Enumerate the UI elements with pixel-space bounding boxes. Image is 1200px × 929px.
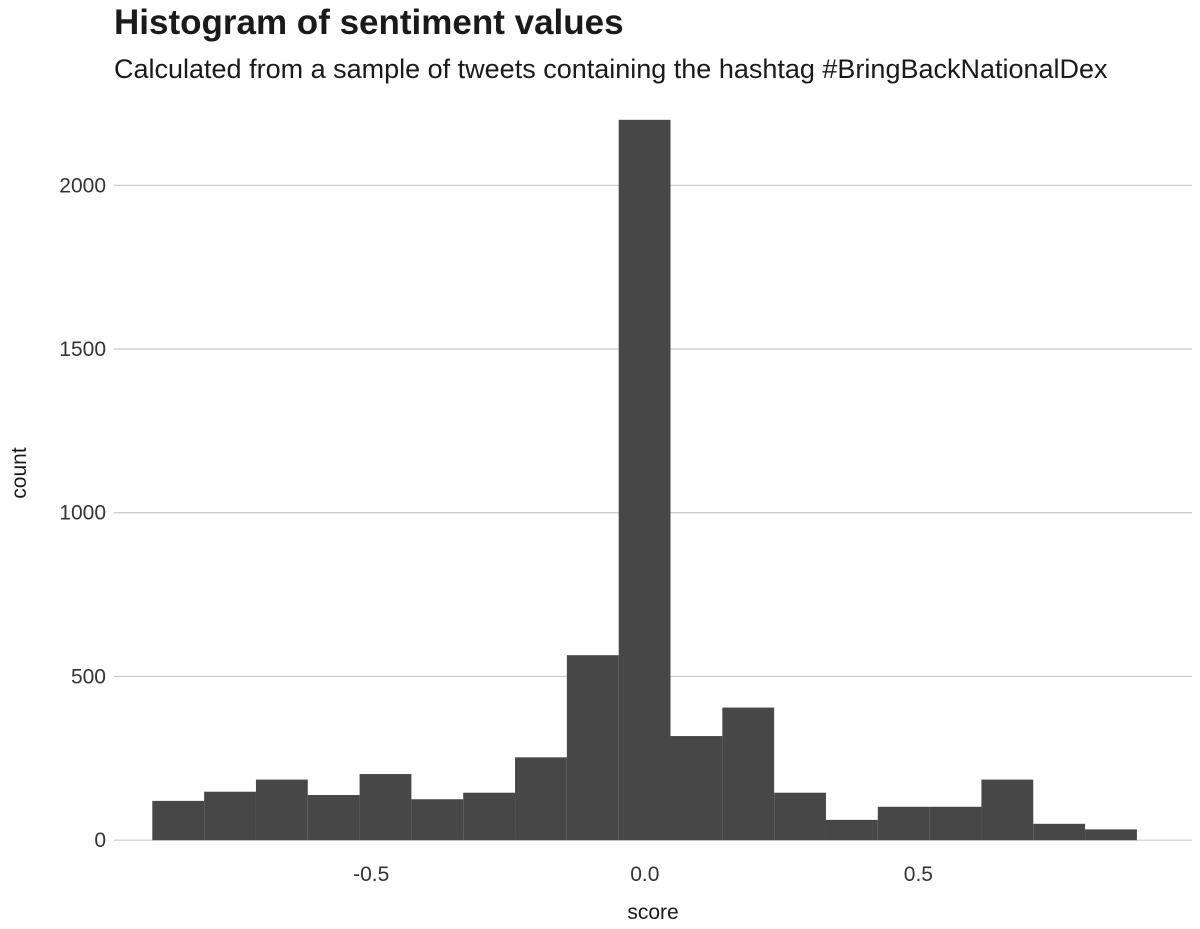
histogram-bar-5 xyxy=(359,774,412,841)
histogram-bar-16 xyxy=(929,806,982,841)
histogram-bars xyxy=(152,119,1137,841)
histogram-bar-12 xyxy=(722,707,775,841)
histogram-bar-11 xyxy=(670,736,723,841)
histogram-bar-18 xyxy=(1033,823,1086,841)
x-tick-label: -0.5 xyxy=(353,863,389,886)
x-axis-label: score xyxy=(627,901,678,924)
chart-title: Histogram of sentiment values xyxy=(114,3,624,42)
histogram-bar-8 xyxy=(515,757,567,841)
histogram-bar-14 xyxy=(825,819,878,841)
histogram-bar-4 xyxy=(307,794,360,841)
histogram-bar-15 xyxy=(877,806,930,841)
y-tick-label: 2000 xyxy=(59,174,106,197)
y-tick-label: 500 xyxy=(71,665,106,688)
x-axis-ticks: -0.5 0.0 0.5 xyxy=(353,863,933,886)
histogram-bar-10 xyxy=(618,119,671,841)
histogram-bar-3 xyxy=(255,779,308,841)
histogram-bar-6 xyxy=(411,799,464,841)
x-tick-label: 0.5 xyxy=(904,863,933,886)
histogram-bar-17 xyxy=(981,779,1034,841)
histogram-bar-1 xyxy=(152,800,205,841)
chart-subtitle: Calculated from a sample of tweets conta… xyxy=(114,54,1108,84)
histogram-bar-2 xyxy=(204,791,256,841)
histogram-bar-7 xyxy=(463,792,516,841)
histogram-bar-19 xyxy=(1085,829,1137,841)
histogram-bar-13 xyxy=(774,792,826,841)
y-tick-label: 1500 xyxy=(59,338,106,361)
y-axis-label: count xyxy=(8,447,31,499)
y-tick-label: 1000 xyxy=(59,502,106,525)
y-tick-label: 0 xyxy=(94,829,106,852)
histogram-bar-9 xyxy=(566,655,619,841)
y-axis-ticks: 0 500 1000 1500 2000 xyxy=(59,174,106,852)
x-tick-label: 0.0 xyxy=(630,863,659,886)
